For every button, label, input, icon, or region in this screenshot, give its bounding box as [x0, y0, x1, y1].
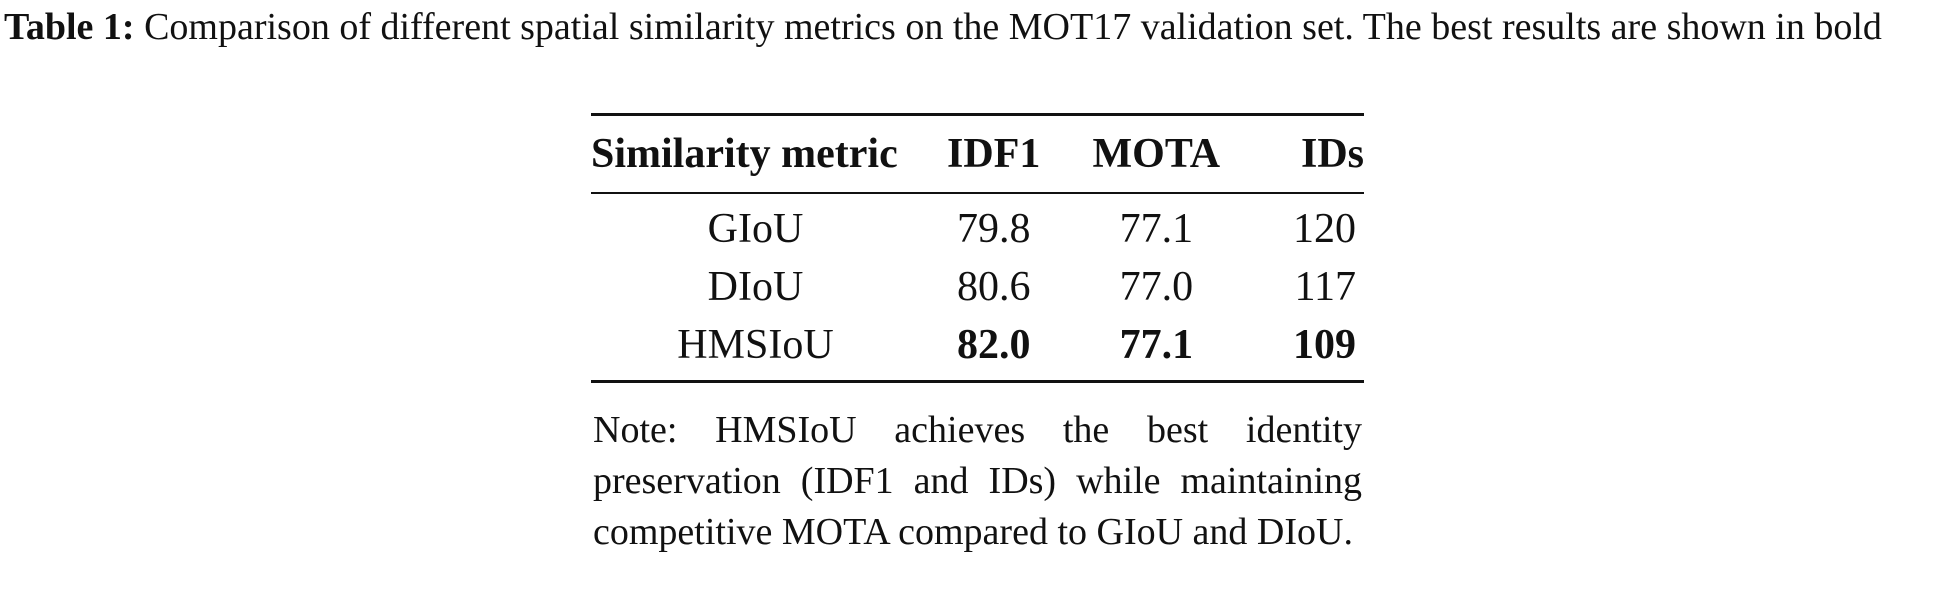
- cell-metric: HMSIoU: [677, 322, 834, 368]
- cell-mota: 77.1: [1119, 206, 1194, 252]
- caption-text: Comparison of different spatial similari…: [144, 6, 1882, 48]
- cell-metric: GIoU: [707, 206, 804, 252]
- cell-ids: 120: [1293, 206, 1356, 252]
- results-table: Similarity metric IDF1 MOTA IDs GIoU 79.…: [591, 113, 1364, 383]
- caption-label: Table 1:: [4, 6, 135, 48]
- cell-idf1: 79.8: [956, 206, 1031, 252]
- table-note: Note: HMSIoU achieves the best identity …: [593, 409, 1362, 553]
- header-mota: MOTA: [1092, 131, 1221, 177]
- table-header-row: Similarity metric IDF1 MOTA IDs: [591, 114, 1364, 193]
- results-table-container: Similarity metric IDF1 MOTA IDs GIoU 79.…: [591, 113, 1364, 383]
- cell-idf1-best: 82.0: [956, 322, 1031, 368]
- cell-mota: 77.0: [1119, 264, 1194, 310]
- table-row: DIoU 80.6 77.0 117: [591, 258, 1364, 316]
- header-ids: IDs: [1300, 131, 1364, 177]
- header-idf1: IDF1: [947, 131, 1041, 177]
- table-row-best: HMSIoU 82.0 77.1 109: [591, 316, 1364, 382]
- cell-ids-best: 109: [1293, 322, 1356, 368]
- header-similarity-metric: Similarity metric: [591, 131, 898, 177]
- cell-ids: 117: [1294, 264, 1356, 310]
- cell-idf1: 80.6: [956, 264, 1031, 310]
- cell-mota-best: 77.1: [1119, 322, 1194, 368]
- cell-metric: DIoU: [707, 264, 804, 310]
- table-row: GIoU 79.8 77.1 120: [591, 193, 1364, 258]
- table-caption: Table 1: Comparison of different spatial…: [4, 2, 1952, 53]
